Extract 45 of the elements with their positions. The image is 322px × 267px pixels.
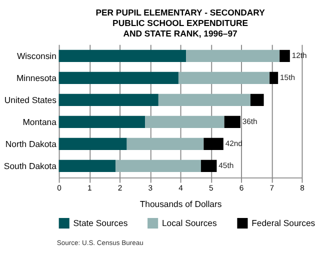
bar [280,50,290,62]
bar [224,116,240,128]
annotation: 12th [292,50,307,60]
bar [145,116,224,128]
bar [158,94,250,106]
bar [58,72,178,84]
y-tick-label: Minnesota [16,72,57,83]
bar [58,138,127,150]
bar [270,72,278,84]
bar [58,116,146,128]
legend-label: Local Sources [162,218,218,228]
bar [204,138,224,150]
x-tick-label: 8 [300,183,304,192]
x-tick-label: 1 [88,183,92,192]
y-tick-label: North Dakota [5,138,57,149]
x-tick-label: 5 [208,183,214,192]
x-tick-label: 7 [270,183,274,192]
annotation: 42nd [225,138,242,148]
legend-label: State Sources [73,218,128,228]
x-tick-label: 6 [239,183,244,192]
x-tick-label: 4 [178,183,184,192]
x-tick-label: 2 [118,183,122,192]
annotation: 45th [218,160,234,170]
bar [250,94,264,106]
y-tick-label: South Dakota [4,160,57,171]
x-tick-label: 0 [57,183,62,192]
x-tick-label: 3 [148,183,153,192]
bar [186,50,280,62]
y-tick-label: Wisconsin [16,50,57,61]
bar [126,138,204,150]
y-tick-label: United States [4,94,58,105]
y-tick-label: Montana [22,116,57,127]
text: PUBLIC SCHOOL EXPENDITURE [112,18,248,28]
annotation: 15th [280,72,295,82]
bar [58,94,158,106]
bar [200,160,217,172]
bar [58,50,186,62]
bar [178,72,270,84]
text: PER PUPIL ELEMENTARY - SECONDARY [96,7,265,18]
text: AND STATE RANK, 1996–97 [123,28,238,39]
annotation: 36th [242,116,258,126]
x-axis-title: Thousands of Dollars [140,198,222,209]
bar [116,160,201,172]
bar [58,160,116,172]
legend-label: Federal Sources [252,218,316,228]
